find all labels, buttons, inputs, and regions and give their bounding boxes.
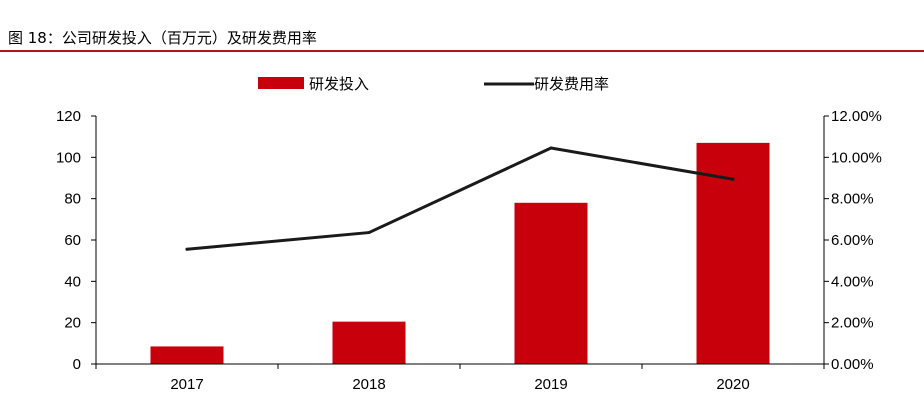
bar-2017: [150, 346, 224, 364]
left-tick-label: 60: [64, 232, 81, 249]
right-tick-label: 6.00%: [831, 232, 874, 249]
left-tick-label: 80: [64, 191, 81, 208]
right-tick-label: 12.00%: [831, 108, 882, 125]
figure-title: 图 18：公司研发投入（百万元）及研发费用率: [8, 29, 317, 47]
left-tick-label: 0: [73, 356, 81, 373]
left-tick-label: 100: [56, 149, 81, 166]
right-tick-label: 4.00%: [831, 273, 874, 290]
rd-ratio-line: [185, 146, 735, 251]
bar-series: [150, 142, 770, 364]
left-tick-label: 40: [64, 273, 81, 290]
right-tick-label: 2.00%: [831, 315, 874, 332]
left-tick-label: 20: [64, 315, 81, 332]
legend-swatch-bar: [258, 77, 304, 89]
rd-ratio-point-2018: [367, 231, 371, 235]
rd-ratio-point-2020: [731, 177, 735, 181]
x-tick-label: 2017: [170, 376, 203, 393]
rd-ratio-point-2019: [549, 146, 553, 150]
axes: 0 20 40 60 80 100 120 0.00% 2.00% 4.00% 6.00% 8.00%…: [56, 108, 882, 393]
right-tick-label: 0.00%: [831, 356, 874, 373]
legend-label-bar: 研发投入: [309, 75, 369, 93]
x-tick-label: 2019: [534, 376, 567, 393]
line-series: [185, 146, 735, 251]
right-tick-label: 10.00%: [831, 149, 882, 166]
rd-ratio-point-2017: [185, 247, 189, 251]
x-tick-label: 2018: [352, 376, 385, 393]
right-tick-label: 8.00%: [831, 191, 874, 208]
bar-2018: [332, 321, 406, 364]
bar-2019: [514, 202, 588, 364]
x-tick-label: 2020: [716, 376, 749, 393]
legend-label-line: 研发费用率: [534, 75, 609, 93]
title-rule: [0, 50, 924, 52]
left-tick-label: 120: [56, 108, 81, 125]
legend: 研发投入 研发费用率: [258, 75, 609, 93]
